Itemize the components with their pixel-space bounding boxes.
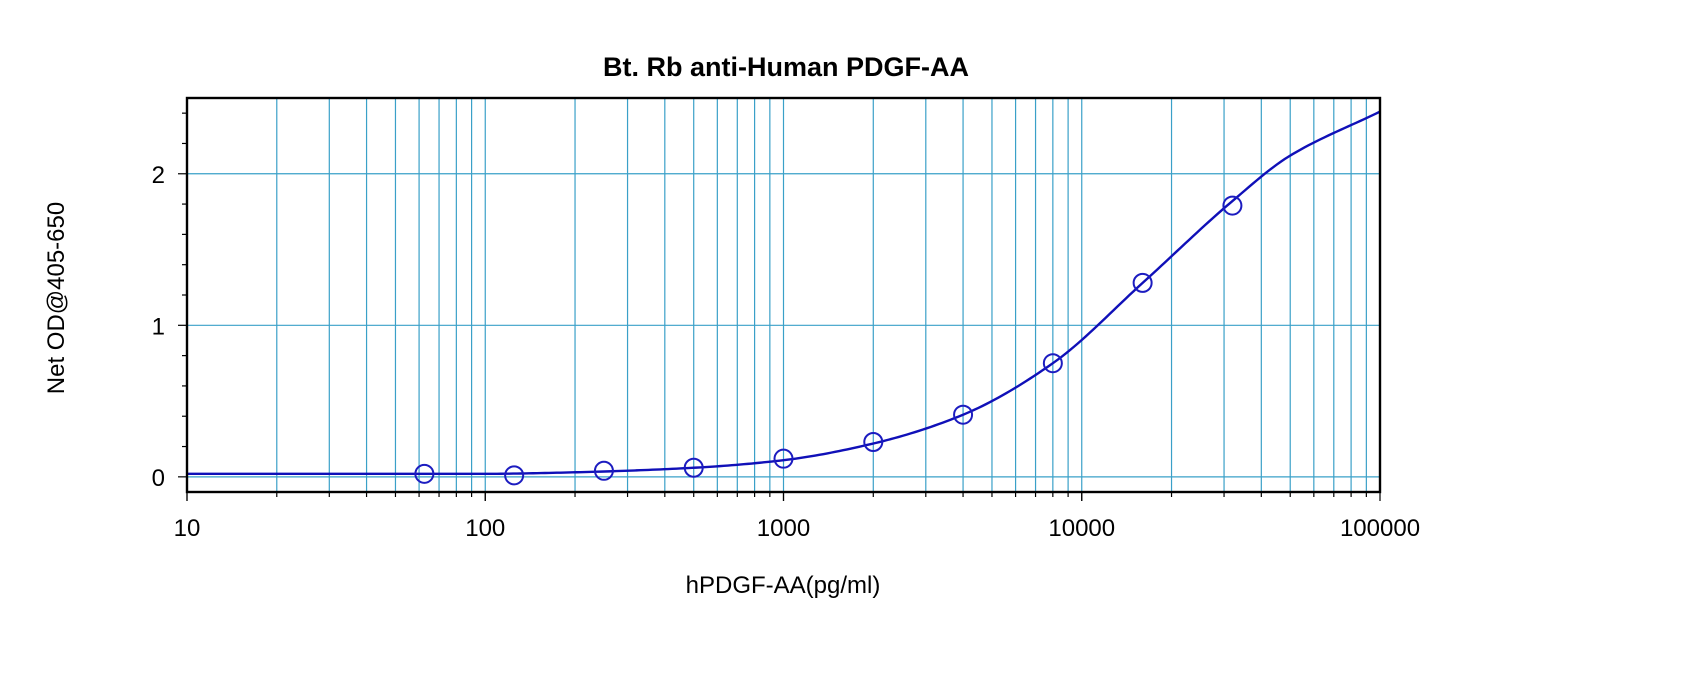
data-point xyxy=(863,431,884,452)
points-layer xyxy=(414,195,1243,486)
y-tick-label: 0 xyxy=(152,465,165,492)
data-point xyxy=(504,465,525,486)
data-point xyxy=(683,457,704,478)
grid-layer xyxy=(186,98,1381,492)
data-point xyxy=(414,463,435,484)
y-tick-label: 2 xyxy=(152,162,165,189)
x-tick-label: 100000 xyxy=(1340,515,1420,542)
x-axis-label: hPDGF-AA(pg/ml) xyxy=(686,572,881,599)
x-tick-label: 100 xyxy=(465,515,505,542)
chart-title: Bt. Rb anti-Human PDGF-AA xyxy=(603,52,969,82)
y-axis-label: Net OD@405-650 xyxy=(43,202,70,394)
data-point xyxy=(1222,195,1243,216)
x-tick-label: 10 xyxy=(174,515,201,542)
y-tick-label: 1 xyxy=(152,313,165,340)
data-point xyxy=(1042,353,1063,374)
x-tick-label: 10000 xyxy=(1048,515,1115,542)
fit-curve-line xyxy=(187,110,1381,476)
ticks-layer: 10 100 1000 10000 100000 0 1 2 xyxy=(152,112,1420,542)
curve-layer xyxy=(187,110,1381,476)
data-point xyxy=(953,404,974,425)
data-point xyxy=(1132,272,1153,293)
data-point xyxy=(773,448,794,469)
x-tick-label: 1000 xyxy=(757,515,810,542)
data-point xyxy=(593,460,614,481)
